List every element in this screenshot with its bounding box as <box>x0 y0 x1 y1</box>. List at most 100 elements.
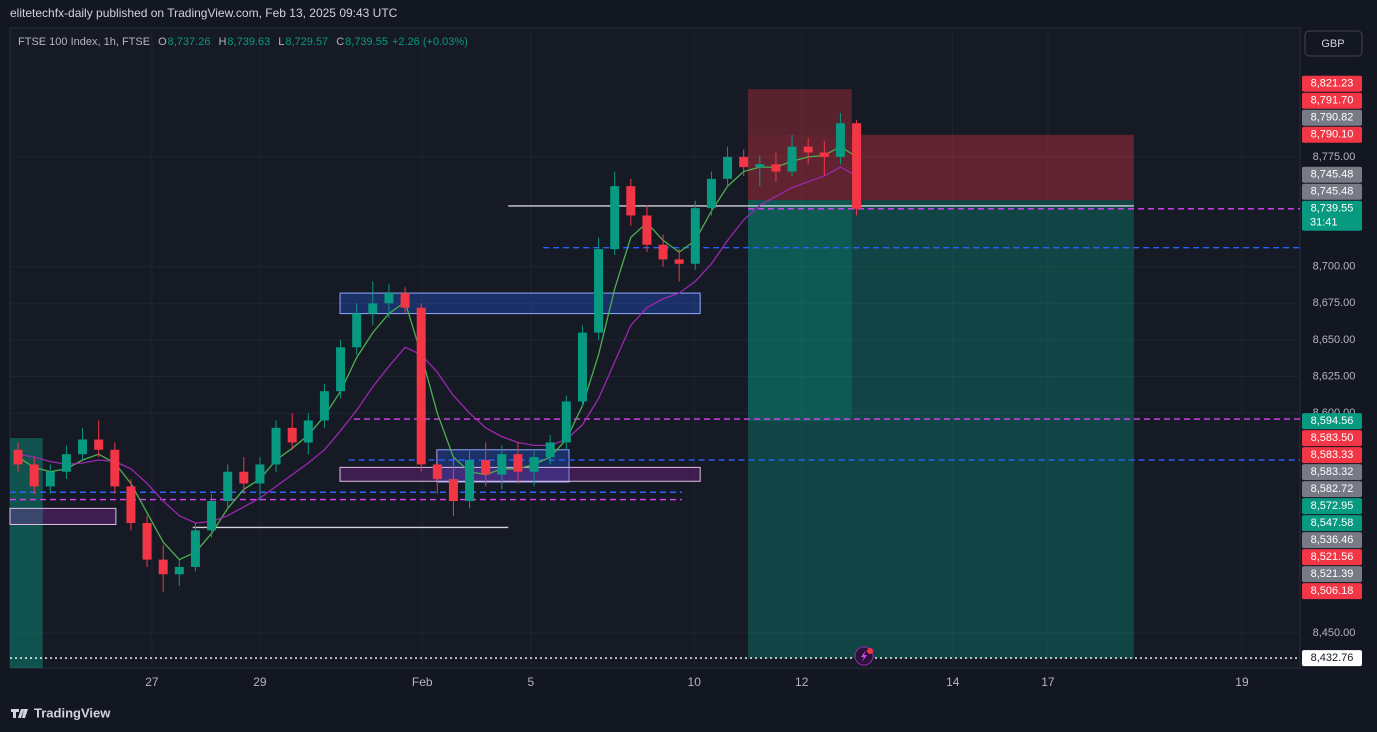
candle-body <box>223 471 233 502</box>
legend-key: H <box>218 36 226 48</box>
price-tag-label: 8,583.33 <box>1311 449 1354 461</box>
price-tag-label: 8,572.95 <box>1311 500 1354 512</box>
y-tick-label: 8,700.00 <box>1313 261 1356 273</box>
price-tag <box>1302 447 1362 464</box>
candle-body <box>739 156 749 168</box>
x-tick-label: 14 <box>946 675 960 689</box>
candle-body <box>94 439 104 450</box>
price-tag <box>1302 650 1362 667</box>
candle-body <box>45 471 55 487</box>
candle-body <box>626 186 636 216</box>
price-tag <box>1302 166 1362 183</box>
legend-value: 8,739.55 <box>345 36 388 48</box>
candle-body <box>690 208 700 264</box>
legend-value: 8,737.26 <box>168 36 211 48</box>
candle-body <box>336 347 346 392</box>
countdown: 31:41 <box>1310 217 1338 229</box>
plot-area <box>9 27 1301 669</box>
price-tag <box>1302 481 1362 498</box>
zone <box>747 134 1134 201</box>
candle-body <box>255 464 265 484</box>
candle-body <box>755 164 765 168</box>
publish-header: elitetechfx-daily published on TradingVi… <box>10 6 398 20</box>
price-tag-label: 8,583.32 <box>1311 466 1354 478</box>
candle-body <box>787 146 797 172</box>
candle-body <box>207 501 217 531</box>
zone <box>9 507 117 525</box>
x-tick-label: 29 <box>253 675 267 689</box>
price-tags: 8,821.23 8,791.70 8,790.82 8,790.10 8,745.48… <box>1302 75 1362 667</box>
candle-body <box>545 442 555 458</box>
candle-body <box>110 449 120 487</box>
price-tag-label: 8,432.76 <box>1311 652 1354 664</box>
moving-average <box>17 145 857 561</box>
x-tick-label: 17 <box>1041 675 1055 689</box>
price-tag <box>1302 549 1362 566</box>
candle-body <box>481 460 491 475</box>
price-tag-label: 8,536.46 <box>1311 534 1354 546</box>
candles <box>13 112 862 592</box>
price-tag <box>1302 515 1362 532</box>
price-tag <box>1302 126 1362 143</box>
drawings <box>9 89 1300 668</box>
candle-body <box>497 454 507 475</box>
x-tick-label: 10 <box>688 675 702 689</box>
legend-key: O <box>158 36 167 48</box>
candle-body <box>158 559 168 575</box>
legend-value: 8,739.63 <box>227 36 270 48</box>
footer-brand: TradingView <box>34 705 111 720</box>
price-tag <box>1302 532 1362 549</box>
candle-body <box>174 566 184 575</box>
price-tag-label: 8,821.23 <box>1311 78 1354 90</box>
candle-body <box>674 259 684 264</box>
candle-body <box>819 152 829 157</box>
candle-body <box>561 401 571 443</box>
price-tag-label: 8,745.48 <box>1311 169 1354 181</box>
price-tag-label: 8,790.10 <box>1311 129 1354 141</box>
x-tick-label: Feb <box>412 675 433 689</box>
y-tick-label: 8,450.00 <box>1313 627 1356 639</box>
candle-body <box>658 244 668 260</box>
candle-body <box>239 471 249 484</box>
moving-average <box>17 166 857 524</box>
currency-button[interactable] <box>1304 30 1363 57</box>
price-tag <box>1302 566 1362 583</box>
candle-body <box>271 427 281 465</box>
indicators <box>17 145 857 561</box>
candle-body <box>29 464 39 487</box>
candle-body <box>803 146 813 153</box>
candle-body <box>78 439 88 455</box>
candle-body <box>835 123 845 157</box>
price-tag <box>1302 92 1362 109</box>
candle-body <box>448 479 458 502</box>
candle-body <box>594 249 604 333</box>
price-tag-label: 8,583.50 <box>1311 432 1354 444</box>
candle-body <box>432 464 442 480</box>
grid <box>10 28 1300 668</box>
x-tick-label: 19 <box>1235 675 1249 689</box>
candle-body <box>513 454 523 472</box>
legend-key: L <box>278 36 284 48</box>
footer-logo <box>11 709 28 718</box>
zone <box>747 200 852 422</box>
price-tag-label: 8,521.56 <box>1311 551 1354 563</box>
candle-body <box>303 420 313 443</box>
candle-body <box>190 530 200 567</box>
symbol-legend: FTSE 100 Index, 1h, FTSE <box>18 36 150 48</box>
candle-body <box>13 449 23 465</box>
price-tag <box>1302 109 1362 126</box>
price-tag-label: 8,745.48 <box>1311 186 1354 198</box>
price-tag <box>1302 498 1362 515</box>
price-tag <box>1302 464 1362 481</box>
event-icon-dot <box>867 648 873 654</box>
currency-label: GBP <box>1321 38 1344 50</box>
candle-body <box>61 454 71 472</box>
candle-body <box>642 215 652 245</box>
candle-body <box>529 457 539 472</box>
candle-body <box>416 307 426 465</box>
candle-body <box>287 427 297 443</box>
candle-body <box>126 486 136 524</box>
candle-body <box>384 293 394 304</box>
zone <box>747 200 1134 659</box>
